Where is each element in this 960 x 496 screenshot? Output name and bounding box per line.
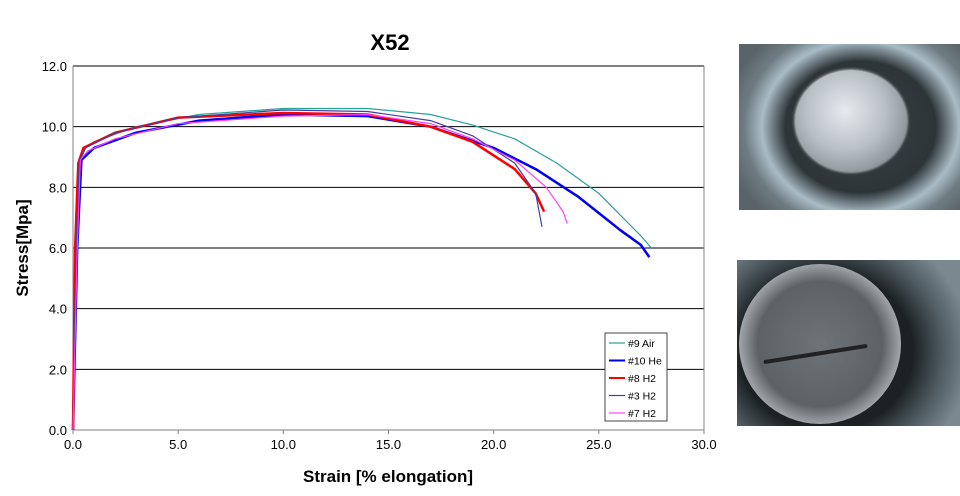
fracture-surface-photo-h2 <box>737 260 960 426</box>
legend-label: #9 Air <box>628 338 655 350</box>
y-tick-label: 2.0 <box>49 362 67 377</box>
y-tick-label: 0.0 <box>49 423 67 438</box>
y-tick-label: 12.0 <box>42 59 67 74</box>
x-tick-label: 15.0 <box>376 437 401 452</box>
legend-label: #10 He <box>628 356 662 368</box>
y-tick-label: 6.0 <box>49 241 67 256</box>
series-line--3-h2 <box>72 109 543 431</box>
series-line--10-he <box>71 113 651 431</box>
x-axis-label: Strain [% elongation] <box>303 467 473 486</box>
x-tick-label: 5.0 <box>169 437 187 452</box>
y-tick-label: 4.0 <box>49 302 67 317</box>
x-tick-label: 20.0 <box>481 437 506 452</box>
series-line--8-h2 <box>71 111 546 431</box>
series-line--9-air <box>72 107 652 431</box>
x-tick-label: 0.0 <box>64 437 82 452</box>
y-tick-label: 8.0 <box>49 180 67 195</box>
y-axis-label: Stress[Mpa] <box>13 199 32 296</box>
fracture-surface-photo-air <box>739 44 960 210</box>
x-tick-label: 30.0 <box>691 437 716 452</box>
y-tick-label: 10.0 <box>42 120 67 135</box>
legend-label: #8 H2 <box>628 373 656 385</box>
legend-label: #7 H2 <box>628 408 656 420</box>
series-line--7-h2 <box>72 113 568 431</box>
legend-label: #3 H2 <box>628 391 656 403</box>
chart-title: X52 <box>370 30 409 55</box>
x-tick-label: 25.0 <box>586 437 611 452</box>
x-tick-label: 10.0 <box>271 437 296 452</box>
